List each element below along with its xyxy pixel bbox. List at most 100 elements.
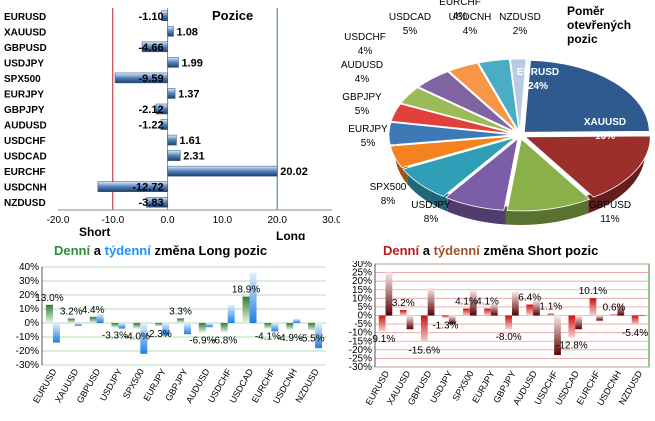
weekly-bar-spx500	[140, 323, 148, 354]
weekly-bar-eurusd	[385, 272, 393, 316]
pie-value-gbpusd: 11%	[600, 214, 619, 225]
short-title-and: a	[422, 243, 430, 258]
daily-value-eurjpy: -2.3%	[146, 329, 172, 340]
pie-label-gbpusd: GBPUSD	[589, 200, 631, 211]
daily-value-gbpjpy: -8.0%	[496, 332, 522, 343]
daily-bar-eurchf	[264, 323, 272, 329]
pie-value-nzdusd: 2%	[513, 26, 528, 37]
long-change-title: Denní a týdenní změna Long pozic	[54, 243, 267, 258]
y-tick-label: 5%	[358, 302, 373, 313]
y-tick-label: 10%	[352, 293, 372, 304]
daily-bar-gbpusd	[420, 315, 428, 343]
bar-eurusd	[161, 10, 168, 22]
daily-value-usdchf: -6.8%	[211, 336, 237, 347]
y-tick-label: 30%	[352, 261, 372, 270]
daily-value-eurchf: 10.1%	[579, 286, 607, 297]
category-label-spx500: SPX500	[4, 74, 41, 85]
weekly-bar-gbpjpy	[512, 291, 519, 316]
daily-bar-nzdusd	[308, 323, 316, 331]
x-tick-label: 10.0	[213, 215, 233, 226]
bar-usdcad	[167, 150, 181, 161]
y-tick-label: -25%	[349, 353, 372, 364]
daily-bar-xauusd	[67, 318, 75, 323]
weekly-bar-nzdusd	[315, 323, 323, 349]
value-label-spx500: -9.59	[139, 73, 164, 85]
bar-eurchf	[167, 165, 278, 177]
value-label-gbpusd: -4.66	[139, 42, 164, 54]
daily-bar-usdcad	[242, 296, 250, 323]
category-label-usdcnh: USDCNH	[4, 183, 47, 194]
y-tick-label: 25%	[352, 268, 372, 279]
slice-eurjpy	[389, 135, 515, 169]
daily-value-usdcnh: -4.9%	[277, 333, 303, 344]
value-label-xauusd: 1.08	[177, 26, 198, 38]
value-label-usdjpy: 1.99	[182, 57, 203, 69]
long-label: Long	[276, 229, 305, 240]
x-tick-label: 20.0	[267, 215, 287, 226]
y-tick-label: -5%	[354, 319, 372, 330]
slice-spx500	[402, 137, 516, 197]
y-tick-label: -20%	[16, 346, 39, 357]
pie-label-audusd: AUDUSD	[341, 60, 383, 71]
y-tick-label: -10%	[16, 332, 39, 343]
bar-eurjpy	[167, 88, 176, 99]
value-label-nzdusd: -3.83	[139, 197, 164, 209]
category-label-audusd: AUDUSD	[4, 121, 47, 132]
daily-bar-usdchf	[220, 323, 228, 333]
value-label-eurusd: -1.10	[139, 11, 164, 23]
pie-label-usdchf: USDCHF	[344, 32, 386, 43]
bar-nzdusd	[146, 196, 168, 208]
daily-bar-xauusd	[399, 310, 407, 316]
pie-value-usdjpy: 8%	[424, 214, 439, 225]
daily-value-audusd: -6.9%	[189, 336, 215, 347]
weekly-bar-usdcnh	[293, 318, 301, 323]
pie-label-eurusd: EURUSD	[517, 67, 559, 78]
daily-value-usdcnh: 0.6%	[603, 302, 626, 313]
slice-gbpjpy	[388, 121, 515, 146]
slice-usdjpy	[444, 137, 519, 211]
daily-bar-eurusd	[378, 315, 386, 332]
category-label-xauusd: XAUUSD	[4, 27, 46, 38]
bar-spx500	[114, 72, 168, 84]
daily-bar-eurusd	[45, 304, 53, 323]
weekly-bar-audusd	[533, 300, 540, 316]
weekly-bar-usdcad	[249, 272, 257, 323]
daily-value-eurusd: 13.0%	[35, 293, 63, 304]
daily-value-usdjpy: -1.3%	[432, 321, 458, 332]
weekly-bar-gbpusd	[427, 288, 435, 316]
long-change-chart: 40%30%20%10%0%-10%-20%-30%13.0%EURUSD3.2…	[16, 262, 326, 405]
pie-value-spx500: 8%	[381, 196, 396, 207]
pie-value-eurusd: 24%	[528, 81, 548, 92]
slice-eurchf	[478, 58, 520, 132]
share-title-text: Poměr otevřených pozic	[567, 4, 632, 46]
category-label-eurchf: EURCHF	[4, 167, 46, 178]
y-tick-label: 10%	[19, 304, 39, 315]
daily-value-usdcad: -12.8%	[556, 340, 588, 351]
daily-bar-spx500	[463, 308, 470, 316]
y-tick-label: -30%	[349, 362, 372, 373]
weekly-bar-xauusd	[406, 315, 414, 330]
daily-value-usdchf: 1.1%	[539, 302, 562, 313]
weekly-bar-nzdusd	[638, 314, 646, 316]
weekly-bar-usdcad	[575, 315, 582, 330]
pie-label-eurjpy: EURJPY	[348, 124, 388, 135]
daily-bar-eurchf	[589, 298, 597, 316]
daily-value-eurjpy: 4.1%	[476, 296, 499, 307]
value-label-gbpjpy: -2.12	[139, 104, 164, 116]
y-tick-label: -10%	[349, 328, 372, 339]
value-label-eurjpy: 1.37	[178, 88, 199, 100]
positions-title: Pozice	[212, 8, 253, 23]
pie-value-audusd: 4%	[355, 74, 370, 85]
weekly-bar-eurusd	[52, 323, 60, 343]
daily-bar-gbpusd	[89, 316, 97, 323]
bar-gbpusd	[141, 41, 168, 53]
pie-value-eurjpy: 5%	[361, 138, 376, 149]
slice-usdcnh	[448, 62, 518, 132]
category-label-nzdusd: NZDUSD	[4, 198, 46, 209]
daily-value-nzdusd: -5.4%	[622, 328, 648, 339]
slice-nzdusd	[510, 58, 527, 132]
pie-label-usdcad: USDCAD	[389, 12, 431, 23]
short-change-chart: 30%25%20%15%10%5%0%-5%-10%-15%-20%-25%-3…	[349, 261, 650, 407]
pie-value-usdcad: 5%	[403, 26, 418, 37]
daily-value-xauusd: 3.2%	[392, 298, 415, 309]
